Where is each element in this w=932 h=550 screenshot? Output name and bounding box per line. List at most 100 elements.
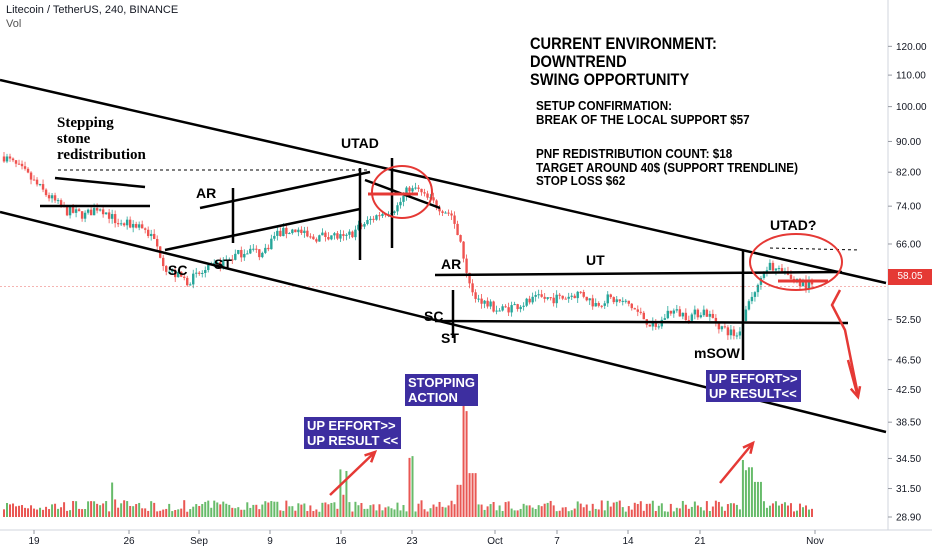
candle-body xyxy=(252,248,255,250)
volume-bar xyxy=(354,501,357,517)
stepping-note: Stepping stone redistribution xyxy=(57,115,146,163)
candle-body xyxy=(267,247,270,250)
candle-body xyxy=(327,237,330,240)
volume-bar xyxy=(777,505,780,517)
volume-bar xyxy=(33,508,36,517)
candle-body xyxy=(711,313,715,318)
volume-bar xyxy=(126,501,129,517)
candle-body xyxy=(543,296,546,299)
candle-body xyxy=(291,229,294,234)
candle-body xyxy=(261,252,264,258)
volume-bar xyxy=(336,508,339,517)
candle-body xyxy=(399,201,402,206)
candle-body xyxy=(573,295,576,299)
candle-body xyxy=(8,156,12,159)
target-arrow xyxy=(830,289,860,396)
volume-bar xyxy=(516,510,519,517)
volume-bar xyxy=(165,508,168,517)
volume-bar xyxy=(621,507,624,517)
volume-bar xyxy=(57,508,60,517)
x-tick-label: 21 xyxy=(694,536,706,547)
candle-body xyxy=(564,298,567,300)
volume-bar xyxy=(591,503,594,517)
volume-bar xyxy=(387,506,390,517)
candle-body xyxy=(747,301,751,310)
volume-bar xyxy=(411,456,414,517)
candle-body xyxy=(128,219,132,228)
candle-body xyxy=(237,249,240,254)
candle-body xyxy=(342,234,345,236)
candle-body xyxy=(723,326,727,328)
volume-bar xyxy=(69,510,72,517)
volume-bar xyxy=(342,494,345,517)
effort-arrow-left-head xyxy=(364,450,378,463)
volume-bar xyxy=(567,511,570,517)
candle-body xyxy=(642,312,645,320)
candle-body xyxy=(186,277,189,286)
setup-line-2: BREAK OF THE LOCAL SUPPORT $57 xyxy=(536,111,750,127)
volume-bar xyxy=(771,503,774,517)
candle-body xyxy=(504,306,507,308)
label-ar-2: AR xyxy=(441,256,462,272)
candle-body xyxy=(74,209,78,213)
candle-body xyxy=(303,230,306,234)
candle-body xyxy=(381,214,384,216)
volume-bar xyxy=(102,503,105,517)
volume-bar xyxy=(501,511,504,517)
count-line-3: STOP LOSS $62 xyxy=(536,173,626,189)
volume-bar xyxy=(447,505,450,517)
volume-bar xyxy=(801,507,804,517)
volume-bar xyxy=(555,511,558,517)
volume-bar xyxy=(324,502,327,517)
volume-bar xyxy=(285,500,288,517)
candle-body xyxy=(435,200,438,208)
volume-bar xyxy=(297,503,300,517)
candle-body xyxy=(558,294,561,296)
volume-bar xyxy=(681,500,684,517)
candle-body xyxy=(5,156,9,162)
volume-bar xyxy=(321,502,324,517)
volume-bar xyxy=(21,505,24,517)
volume-bar xyxy=(468,473,471,517)
stepping-resistance-line xyxy=(54,176,146,189)
volume-bar xyxy=(792,511,795,517)
label-sc-2: SC xyxy=(424,308,444,324)
candle-body xyxy=(213,262,216,264)
candle-body xyxy=(77,209,81,212)
volume-bar xyxy=(63,502,66,517)
volume-bar xyxy=(315,509,318,517)
candle-body xyxy=(369,218,372,221)
volume-bar xyxy=(222,501,225,517)
volume-bar xyxy=(378,504,381,517)
volume-bar xyxy=(300,504,303,517)
volume-bar xyxy=(237,507,240,517)
volume-bar xyxy=(249,507,252,517)
volume-bar xyxy=(180,508,183,517)
volume-bar xyxy=(645,503,648,517)
volume-bar xyxy=(423,509,426,517)
setup-note: SETUP CONFIRMATION: BREAK OF THE LOCAL S… xyxy=(536,99,750,126)
candle-body xyxy=(579,291,582,293)
volume-bar xyxy=(795,510,798,517)
candle-body xyxy=(2,156,6,162)
candle-body xyxy=(636,309,639,312)
volume-bar xyxy=(804,505,807,517)
candle-body xyxy=(525,298,528,306)
count-note: PNF REDISTRIBUTION COUNT: $18 TARGET ARO… xyxy=(536,147,798,188)
volume-bar xyxy=(513,510,516,517)
candle-body xyxy=(131,223,135,228)
volume-bar xyxy=(177,509,180,517)
volume-bar xyxy=(615,501,618,517)
candle-body xyxy=(204,270,207,273)
candle-body xyxy=(360,224,363,227)
candle-body xyxy=(104,212,108,215)
volume-bar xyxy=(546,502,549,517)
volume-bar xyxy=(96,503,99,517)
volume-bar xyxy=(15,506,18,517)
y-tick-label: 28.90 xyxy=(896,513,921,524)
candle-body xyxy=(189,284,192,286)
x-tick-label: 16 xyxy=(335,536,347,547)
x-tick-label: 7 xyxy=(554,536,560,547)
candle-body xyxy=(495,310,498,312)
